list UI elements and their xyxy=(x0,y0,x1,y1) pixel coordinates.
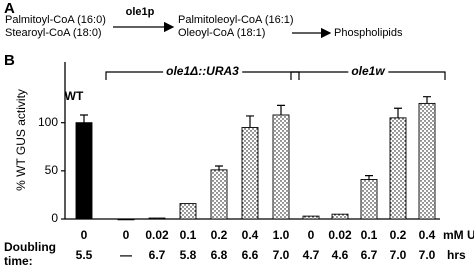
error-bar xyxy=(215,165,223,170)
bar xyxy=(331,213,349,220)
bar xyxy=(302,215,320,220)
y-tick-label: 50 xyxy=(45,163,59,177)
bar xyxy=(117,218,135,221)
panel-label: A xyxy=(4,0,15,17)
group-label: ole1w xyxy=(351,64,385,78)
label-background xyxy=(348,64,389,79)
doubling-time: 5.8 xyxy=(180,248,197,262)
doubling-unit: hrs xyxy=(447,248,466,262)
x-unit: mM UFA xyxy=(443,228,474,242)
substrate: Stearoyl-CoA (18:0) xyxy=(5,27,102,39)
y-axis-label: % WT GUS activity xyxy=(14,89,28,191)
x-tick-label: 0 xyxy=(123,228,130,242)
x-tick-label: 0 xyxy=(81,228,88,242)
x-tick-label: 0.1 xyxy=(180,228,197,242)
group-label: ole1Δ::URA3 xyxy=(166,64,239,78)
label-background xyxy=(163,64,243,79)
doubling-time: 4.7 xyxy=(303,248,320,262)
product: Palmitoleoyl-CoA (16:1) xyxy=(178,14,294,26)
error-bar xyxy=(423,96,431,104)
x-tick-label: 0 xyxy=(308,228,315,242)
doubling-time: 6.7 xyxy=(361,248,378,262)
x-tick-label: 0.4 xyxy=(419,228,436,242)
doubling-time: 4.6 xyxy=(332,248,349,262)
doubling-label: Doubling time: xyxy=(4,240,56,268)
x-tick-label: 1.0 xyxy=(273,228,290,242)
doubling-time: 7.0 xyxy=(390,248,407,262)
substrate: Palmitoyl-CoA (16:0) xyxy=(5,14,106,26)
x-tick-label: 0.2 xyxy=(390,228,407,242)
error-bar xyxy=(80,114,88,123)
bar xyxy=(418,102,436,220)
error-bar xyxy=(246,115,254,128)
bar xyxy=(389,117,407,220)
x-tick-label: 0.1 xyxy=(361,228,378,242)
bar xyxy=(148,217,166,220)
x-tick-label: 0.4 xyxy=(242,228,259,242)
x-tick-label: 0.02 xyxy=(328,228,352,242)
bar xyxy=(210,169,228,220)
bar xyxy=(179,203,197,220)
y-tick-label: 100 xyxy=(38,115,58,129)
error-bar xyxy=(394,107,402,118)
bar xyxy=(360,179,378,220)
x-tick-label: 0.02 xyxy=(145,228,169,242)
bar xyxy=(272,114,290,220)
y-tick-label: 0 xyxy=(51,211,58,225)
doubling-time: 6.8 xyxy=(211,248,228,262)
doubling-time: 6.7 xyxy=(149,248,166,262)
bar xyxy=(75,122,93,220)
doubling-time: 7.0 xyxy=(419,248,436,262)
doubling-time: — xyxy=(120,248,132,262)
final-product: Phospholipids xyxy=(334,27,403,39)
doubling-time: 5.5 xyxy=(76,248,93,262)
panel-label: B xyxy=(4,52,15,69)
enzyme: ole1p xyxy=(126,6,155,18)
group-label: WT xyxy=(65,89,84,103)
product: Oleoyl-CoA (18:1) xyxy=(178,27,265,39)
error-bar xyxy=(277,104,285,115)
x-tick-label: 0.2 xyxy=(211,228,228,242)
doubling-time: 7.0 xyxy=(273,248,290,262)
bar xyxy=(241,127,259,220)
doubling-time: 6.6 xyxy=(242,248,259,262)
error-bar xyxy=(365,175,373,180)
